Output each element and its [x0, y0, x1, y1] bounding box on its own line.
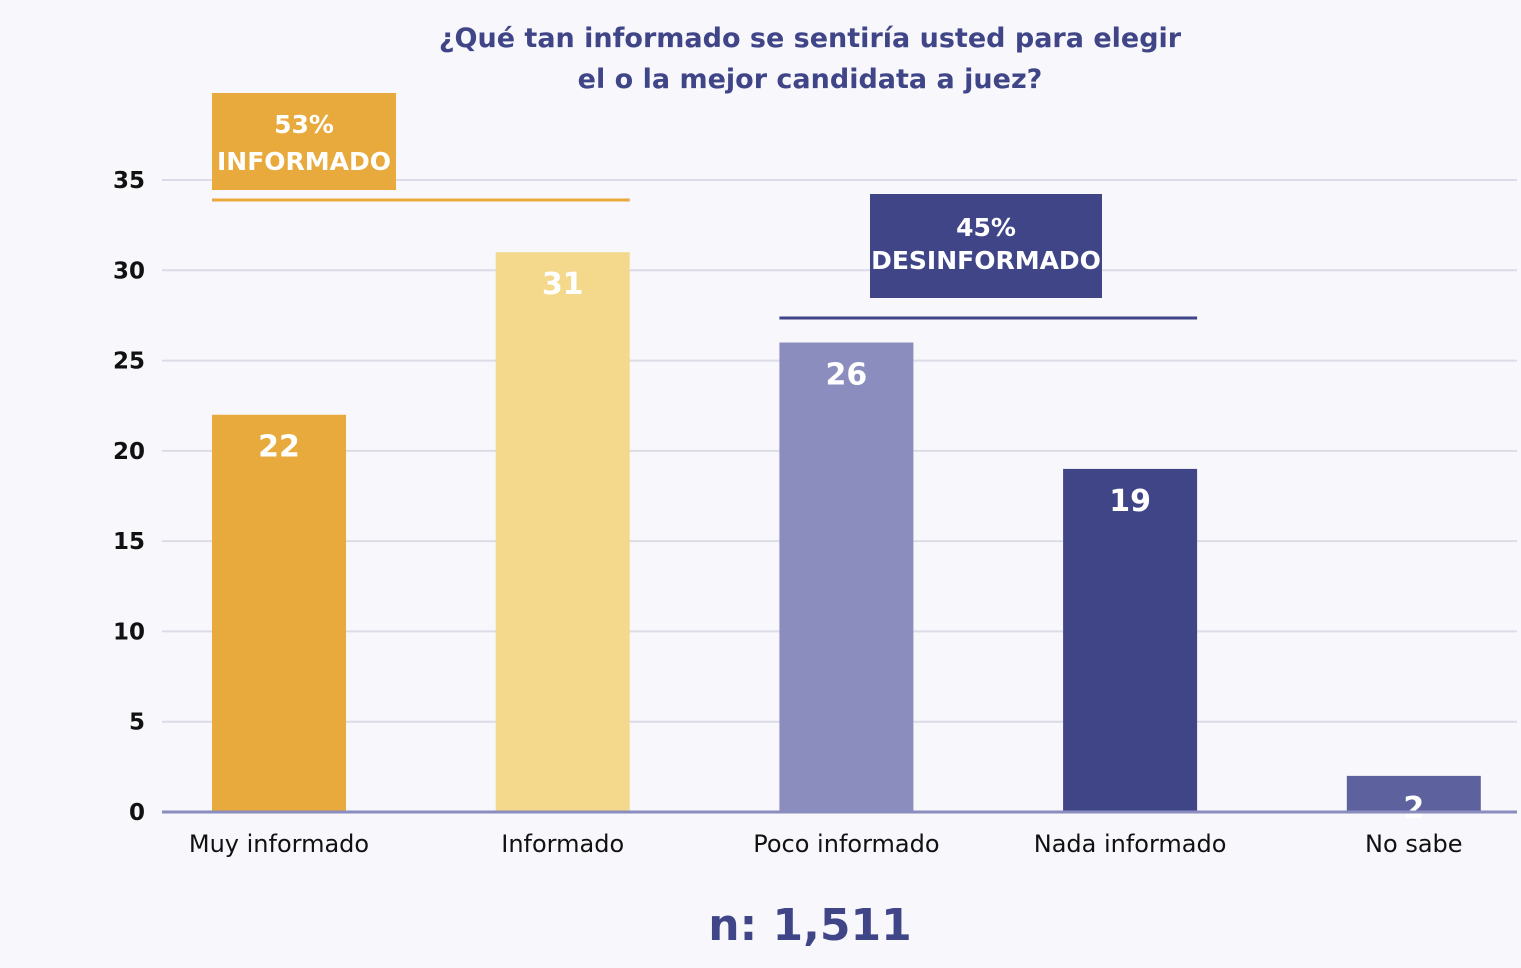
y-tick-label: 35	[113, 168, 145, 194]
y-tick-label: 5	[129, 710, 145, 736]
chart-title-line-1: ¿Qué tan informado se sentiría usted par…	[439, 23, 1182, 54]
chart-title-line-2: el o la mejor candidata a juez?	[578, 64, 1043, 95]
bar	[779, 342, 914, 812]
data-label: 22	[258, 430, 300, 465]
x-tick-label: Poco informado	[753, 830, 939, 858]
data-label: 2	[1403, 791, 1424, 826]
y-tick-label: 30	[113, 258, 145, 284]
x-tick-label: No sabe	[1365, 830, 1462, 858]
y-tick-label: 20	[113, 439, 145, 465]
group-badge	[212, 93, 396, 190]
bar	[1346, 775, 1481, 812]
bar	[1063, 468, 1198, 812]
bar	[495, 252, 630, 812]
group-label: INFORMADO	[217, 147, 391, 176]
x-tick-label: Informado	[501, 830, 624, 858]
x-tick-label: Muy informado	[189, 830, 369, 858]
x-tick-label: Nada informado	[1034, 830, 1227, 858]
y-tick-label: 10	[113, 619, 145, 645]
group-label: DESINFORMADO	[871, 246, 1101, 275]
data-label: 31	[542, 267, 584, 302]
data-label: 26	[826, 358, 868, 393]
group-percent: 53%	[274, 110, 334, 139]
y-tick-label: 25	[113, 349, 145, 375]
group-percent: 45%	[956, 213, 1016, 242]
sample-size: n: 1,511	[708, 900, 911, 951]
y-tick-label: 0	[129, 800, 145, 826]
y-tick-label: 15	[113, 529, 145, 555]
bars: 22 Muy informado 31 Informado 26 Poco informa…	[189, 252, 1481, 858]
group-badge	[870, 194, 1102, 298]
bar	[212, 414, 346, 812]
data-label: 19	[1109, 484, 1151, 519]
group-annotations: 53% INFORMADO 45% DESINFORMADO	[212, 93, 1198, 320]
